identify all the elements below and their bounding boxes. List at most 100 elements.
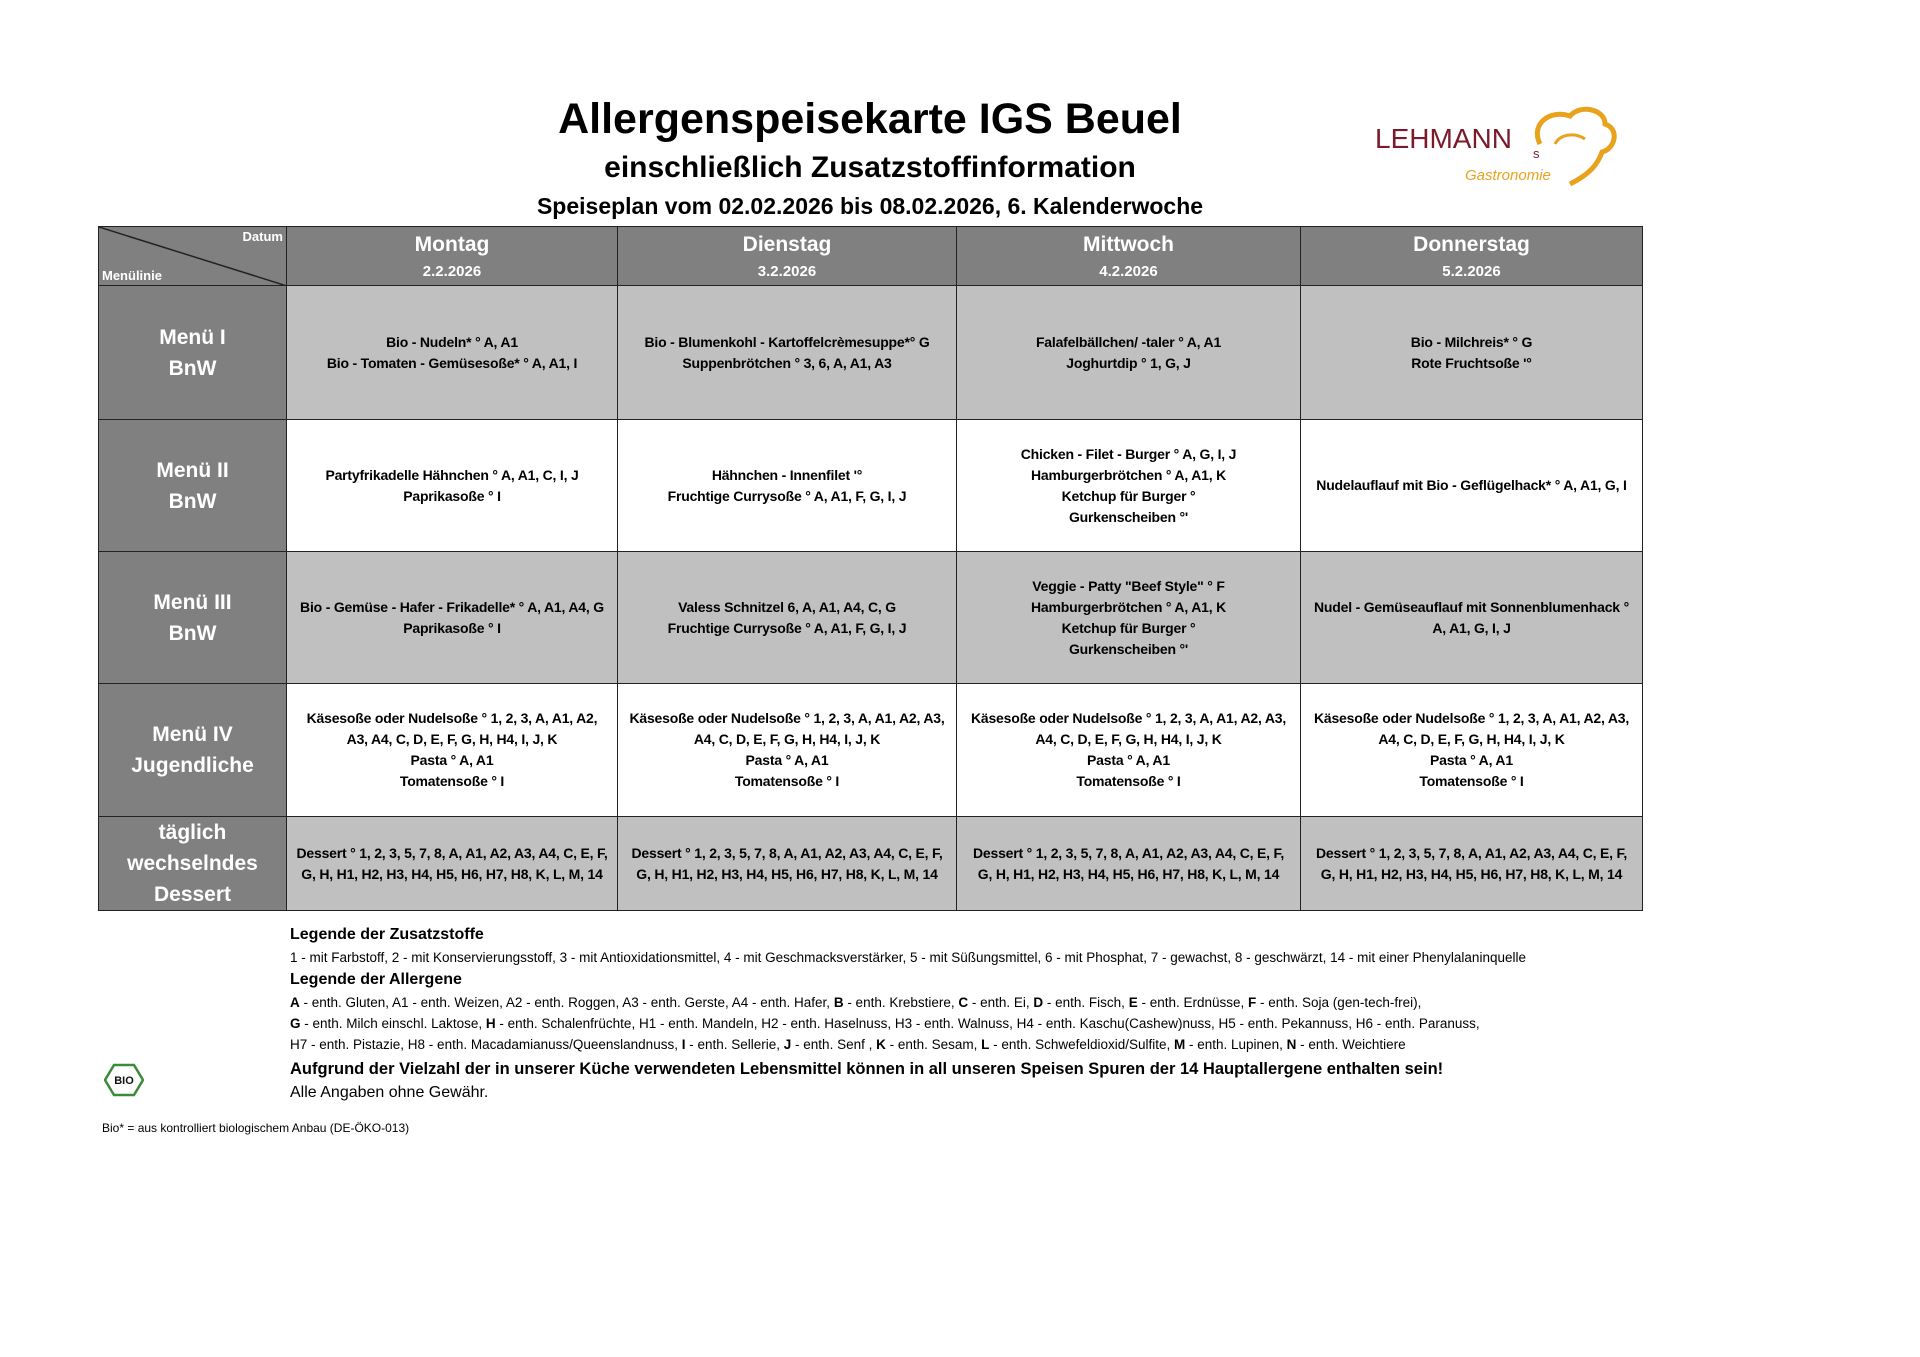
allergen-code: M (1174, 1037, 1186, 1052)
meal-item: Joghurtdip ° 1, G, J (1066, 354, 1191, 371)
allergen-code: C (958, 995, 969, 1010)
meal-item: Dessert ° 1, 2, 3, 5, 7, 8, A, A1, A2, A… (631, 844, 943, 861)
diagonal-divider (99, 227, 287, 286)
meal-item: Pasta ° A, A1 (1430, 752, 1513, 768)
allergen-code: F (1248, 995, 1257, 1010)
allergen-code: L (981, 1037, 990, 1052)
day-header: Montag 2.2.2026 (286, 226, 618, 286)
menu-line-label: täglich wechselndes Dessert (98, 816, 287, 911)
meal-item: Ketchup für Burger ° (1061, 487, 1196, 504)
meal-cell: Nudel - Gemüseauflauf mit Sonnenblumenha… (1300, 551, 1643, 684)
allergen-code: B (833, 995, 844, 1010)
meal-item: Tomatensoße ° I (399, 773, 505, 789)
meal-cell: Partyfrikadelle Hähnchen ° A, A1, C, I, … (286, 419, 618, 552)
meal-item: Rote Fruchtsoße '° (1411, 354, 1532, 371)
allergen-code: I (681, 1037, 686, 1052)
meal-cell: Dessert ° 1, 2, 3, 5, 7, 8, A, A1, A2, A… (956, 816, 1301, 911)
label-line: Menü III (153, 590, 232, 614)
allergen-text: - enth. Lupinen, (1185, 1037, 1287, 1052)
meal-item: Partyfrikadelle Hähnchen ° A, A1, C, I, … (325, 466, 579, 483)
additives-legend-title: Legende der Zusatzstoffe (290, 926, 484, 943)
meal-item: Veggie - Patty "Beef Style" ° F (1032, 577, 1225, 594)
meal-item: Paprikasoße ° I (403, 619, 501, 636)
meal-cell: Käsesoße oder Nudelsoße ° 1, 2, 3, A, A1… (1300, 683, 1643, 817)
svg-text:Gastronomie: Gastronomie (1465, 167, 1551, 184)
menu-row: Menü I BnW Bio - Nudeln* ° A, A1 Bio - Toma… (98, 285, 1643, 420)
svg-text:s: s (1533, 146, 1540, 161)
meal-item: G, H, H1, H2, H3, H4, H5, H6, H7, H8, K,… (301, 865, 603, 882)
day-name: Mittwoch (1083, 232, 1174, 256)
lehmanns-logo: LEHMANN s Gastronomie (1375, 106, 1617, 187)
label-line: BnW (168, 356, 217, 380)
meal-item: Bio - Blumenkohl - Kartoffelcrèmesuppe*°… (644, 333, 930, 350)
menu-row: Menü II BnW Partyfrikadelle Hähnchen ° A, … (98, 419, 1643, 552)
allergens-legend-line: G - enth. Milch einschl. Laktose, H - en… (290, 1015, 1658, 1032)
allergen-text: - enth. Schwefeldioxid/Sulfite, (989, 1037, 1174, 1052)
meal-cell: Dessert ° 1, 2, 3, 5, 7, 8, A, A1, A2, A… (617, 816, 957, 911)
label-line: Menü IV (152, 723, 233, 746)
bio-seal-icon: BIO (104, 1063, 144, 1097)
meal-item: Käsesoße oder Nudelsoße ° 1, 2, 3, A, A1… (970, 710, 1287, 726)
allergen-text: - enth. Sesam, (885, 1037, 982, 1052)
day-name: Donnerstag (1413, 232, 1530, 256)
meal-cell: Käsesoße oder Nudelsoße ° 1, 2, 3, A, A1… (286, 683, 618, 817)
meal-item: Chicken - Filet - Burger ° A, G, I, J (1020, 445, 1237, 462)
allergens-legend-title: Legende der Allergene (290, 971, 462, 988)
content-flow: Datum Menülinie Montag 2.2.2026 Dienstag 3… (98, 226, 1658, 1136)
allergens-legend-line: H7 - enth. Pistazie, H8 - enth. Macadami… (290, 1036, 1658, 1053)
meal-item: A4, C, D, E, F, G, H, H4, I, J, K (693, 731, 881, 747)
meal-item: Ketchup für Burger ° (1061, 619, 1196, 636)
meal-item: Käsesoße oder Nudelsoße ° 1, 2, 3, A, A1… (629, 710, 945, 726)
meal-cell: Valess Schnitzel 6, A, A1, A4, C, G Fruch… (617, 551, 957, 684)
label-line: Menü II (156, 458, 229, 482)
meal-item: Bio - Nudeln* ° A, A1 (386, 333, 518, 350)
meal-item: Hamburgerbrötchen ° A, A1, K (1031, 466, 1226, 483)
menu-row: Menü IV Jugendliche Käsesoße oder Nudelsoß… (98, 683, 1643, 817)
page-subtitle: einschließlich Zusatzstoffinformation (604, 151, 1136, 184)
meal-item: G, H, H1, H2, H3, H4, H5, H6, H7, H8, K,… (1320, 865, 1623, 882)
meal-item: Dessert ° 1, 2, 3, 5, 7, 8, A, A1, A2, A… (296, 844, 608, 861)
allergen-text: - enth. Senf , (791, 1037, 877, 1052)
meal-item: Hähnchen - Innenfilet '° (711, 466, 863, 483)
allergen-code: J (783, 1037, 792, 1052)
meal-cell: Chicken - Filet - Burger ° A, G, I, J Ham… (956, 419, 1301, 552)
meal-cell: Käsesoße oder Nudelsoße ° 1, 2, 3, A, A1… (617, 683, 957, 817)
meal-item: Bio - Gemüse - Hafer - Frikadelle* ° A, … (300, 598, 604, 615)
allergen-text: - enth. Soja (gen-tech-frei), (1256, 995, 1422, 1010)
page-title: Allergenspeisekarte IGS Beuel (558, 95, 1182, 143)
allergen-code: K (876, 1037, 886, 1052)
meal-item: Gurkenscheiben °' (1068, 508, 1189, 525)
allergen-text: - enth. Weichtiere (1296, 1037, 1406, 1052)
meal-item: Dessert ° 1, 2, 3, 5, 7, 8, A, A1, A2, A… (972, 844, 1285, 861)
day-name: Montag (414, 232, 490, 256)
svg-text:BIO: BIO (114, 1075, 134, 1087)
menu-line-label: Menü II BnW (98, 419, 287, 552)
menu-line-label: Menü I BnW (98, 285, 287, 420)
meal-item: Bio - Milchreis* ° G (1410, 333, 1533, 350)
meal-cell: Hähnchen - Innenfilet '° Fruchtige Currys… (617, 419, 957, 552)
allergen-traces-warning: Aufgrund der Vielzahl der in unserer Küc… (290, 1060, 1444, 1078)
label-line: Dessert (153, 883, 232, 906)
label-line: BnW (168, 489, 217, 513)
menu-line-label: Menü III BnW (98, 551, 287, 684)
meal-item: Pasta ° A, A1 (1087, 752, 1170, 768)
meal-item: Tomatensoße ° I (1419, 773, 1524, 789)
day-date: 5.2.2026 (1442, 262, 1501, 280)
meal-item: Valess Schnitzel 6, A, A1, A4, C, G (678, 598, 896, 615)
meal-cell: Käsesoße oder Nudelsoße ° 1, 2, 3, A, A1… (956, 683, 1301, 817)
meal-item: A4, C, D, E, F, G, H, H4, I, J, K (1035, 731, 1222, 747)
allergen-code: G (290, 1016, 301, 1031)
corner-cell: Datum Menülinie (98, 226, 287, 286)
day-date: 2.2.2026 (422, 262, 482, 280)
day-header: Mittwoch 4.2.2026 (956, 226, 1301, 286)
allergen-text: - enth. Erdnüsse, (1137, 995, 1249, 1010)
allergen-text: - enth. Sellerie, (685, 1037, 784, 1052)
meal-item: A4, C, D, E, F, G, H, H4, I, J, K (1378, 731, 1565, 747)
day-header: Donnerstag 5.2.2026 (1300, 226, 1643, 286)
meal-item: Käsesoße oder Nudelsoße ° 1, 2, 3, A, A1… (1313, 710, 1630, 726)
allergen-text: - enth. Gluten, A1 - enth. Weizen, A2 - … (299, 995, 834, 1010)
meal-item: Falafelbällchen/ -taler ° A, A1 (1035, 333, 1222, 350)
bio-footnote: Bio* = aus kontrolliert biologischem Anb… (102, 1121, 410, 1135)
day-name: Dienstag (742, 232, 832, 256)
meal-item: Pasta ° A, A1 (410, 752, 494, 768)
